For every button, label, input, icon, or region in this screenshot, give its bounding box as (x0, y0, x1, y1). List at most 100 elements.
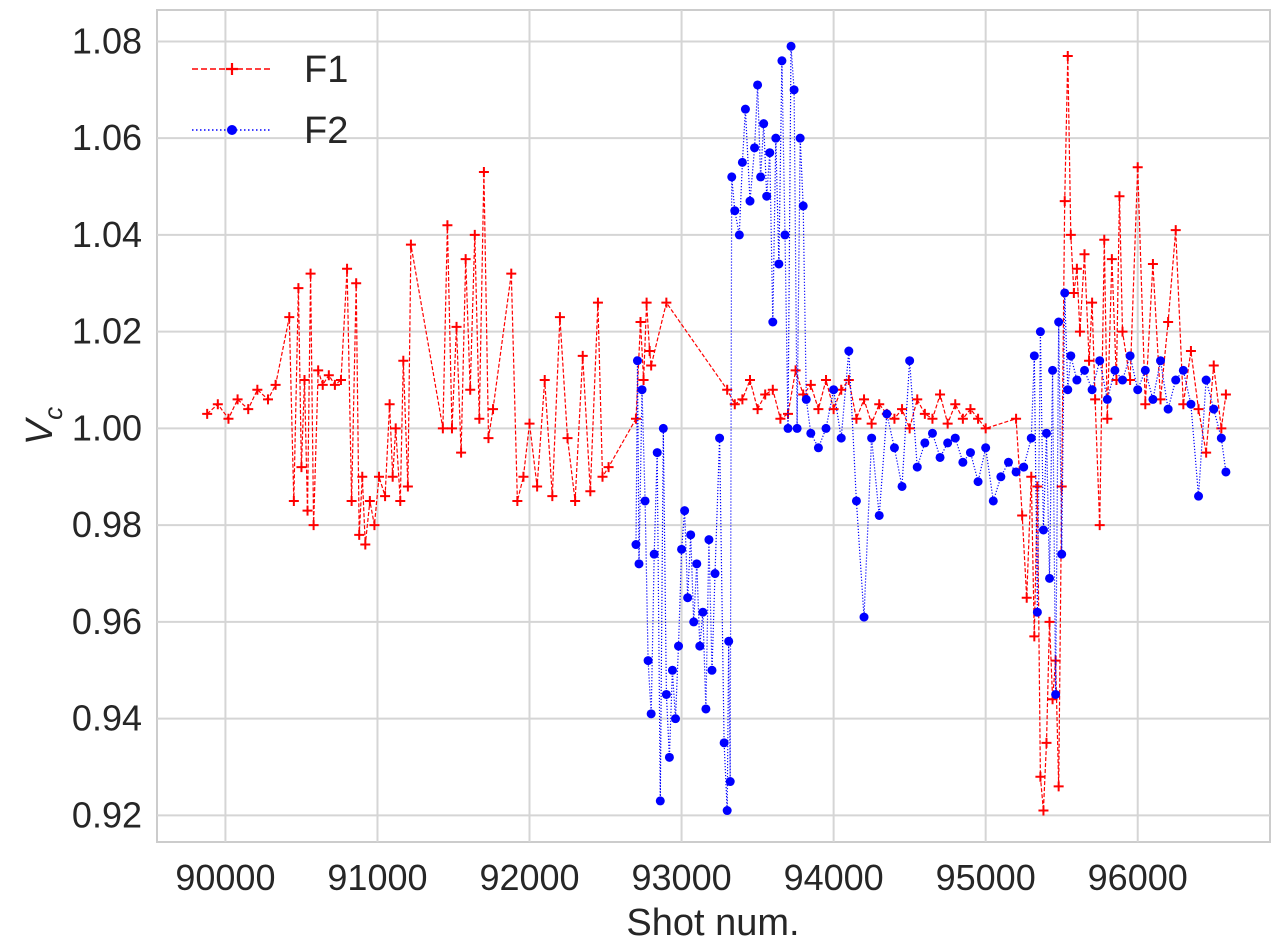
data-point (750, 143, 760, 153)
data-point (762, 191, 772, 201)
data-point (795, 133, 805, 143)
y-tick-label: 0.94 (72, 698, 142, 739)
data-point (637, 385, 647, 395)
data-point (729, 399, 740, 410)
data-point (722, 384, 733, 395)
data-point (1060, 288, 1070, 298)
data-point (744, 375, 755, 386)
data-point (232, 394, 243, 405)
data-point (813, 404, 824, 415)
data-point (1011, 467, 1021, 477)
series-line-f1 (206, 55, 1227, 811)
data-point (1102, 413, 1113, 424)
data-point (469, 229, 480, 240)
data-point (789, 85, 799, 95)
data-point (313, 365, 324, 376)
data-point (380, 491, 391, 502)
data-point (1171, 375, 1181, 385)
data-point (223, 413, 234, 424)
data-point (786, 41, 796, 51)
legend-marker-f1 (226, 63, 238, 75)
data-point (904, 423, 915, 434)
data-point (715, 433, 725, 443)
x-tick-label: 93000 (632, 857, 732, 898)
data-point (1045, 573, 1055, 583)
data-point (655, 796, 665, 806)
data-point (539, 375, 550, 386)
data-point (828, 404, 839, 415)
data-point (658, 423, 668, 433)
data-point (867, 433, 877, 443)
data-point (532, 481, 543, 492)
data-point (323, 370, 334, 381)
data-point (478, 167, 489, 178)
data-point (683, 593, 693, 603)
data-point (465, 384, 476, 395)
data-point (1053, 781, 1064, 792)
data-point (1216, 423, 1227, 434)
data-point (1041, 737, 1052, 748)
data-point (753, 80, 763, 90)
data-point (562, 433, 573, 444)
data-point (935, 389, 946, 400)
data-point (798, 201, 808, 211)
data-point (927, 413, 938, 424)
data-point (446, 423, 457, 434)
data-point (661, 297, 672, 308)
data-point (792, 423, 802, 433)
data-point (1029, 631, 1040, 642)
data-point (302, 505, 313, 516)
data-point (905, 356, 915, 366)
y-tick-label: 1.08 (72, 20, 142, 61)
y-tick-label: 0.98 (72, 504, 142, 545)
data-point (882, 409, 892, 419)
data-point (1074, 326, 1085, 337)
data-point (360, 539, 371, 550)
data-point (829, 385, 839, 395)
data-point (1114, 191, 1125, 202)
plot-area (156, 9, 1271, 843)
data-point (1079, 249, 1090, 260)
data-point (874, 399, 885, 410)
data-point (317, 379, 328, 390)
data-point (912, 394, 923, 405)
data-point (284, 312, 295, 323)
legend-item-f2: F2 (192, 110, 348, 152)
data-point (390, 423, 401, 434)
data-point (1035, 327, 1045, 337)
data-point (866, 418, 877, 429)
data-point (1132, 162, 1143, 173)
data-point (1054, 317, 1064, 327)
data-point (980, 423, 991, 434)
data-point (1193, 404, 1204, 415)
data-point (1026, 433, 1036, 443)
data-point (1147, 258, 1158, 269)
data-point (1125, 351, 1135, 361)
data-point (1194, 491, 1204, 501)
data-point (996, 472, 1006, 482)
data-point (942, 418, 953, 429)
data-point (1038, 805, 1049, 816)
data-point (1185, 346, 1196, 357)
data-point (483, 433, 494, 444)
data-point (592, 297, 603, 308)
data-point (554, 312, 565, 323)
data-point (950, 399, 961, 410)
data-point (821, 423, 831, 433)
data-point (632, 356, 642, 366)
data-point (1026, 471, 1037, 482)
data-point (730, 206, 740, 216)
y-tick-label: 1.00 (72, 407, 142, 448)
data-point (771, 133, 781, 143)
y-axis-label: Vc (19, 407, 68, 445)
data-point (950, 433, 960, 443)
data-point (689, 617, 699, 627)
data-point (965, 404, 976, 415)
legend-marker-f2 (227, 125, 237, 135)
data-point (405, 239, 416, 250)
data-point (212, 399, 223, 410)
x-tick-label: 95000 (936, 857, 1036, 898)
data-point (988, 496, 998, 506)
data-point (1071, 263, 1082, 274)
